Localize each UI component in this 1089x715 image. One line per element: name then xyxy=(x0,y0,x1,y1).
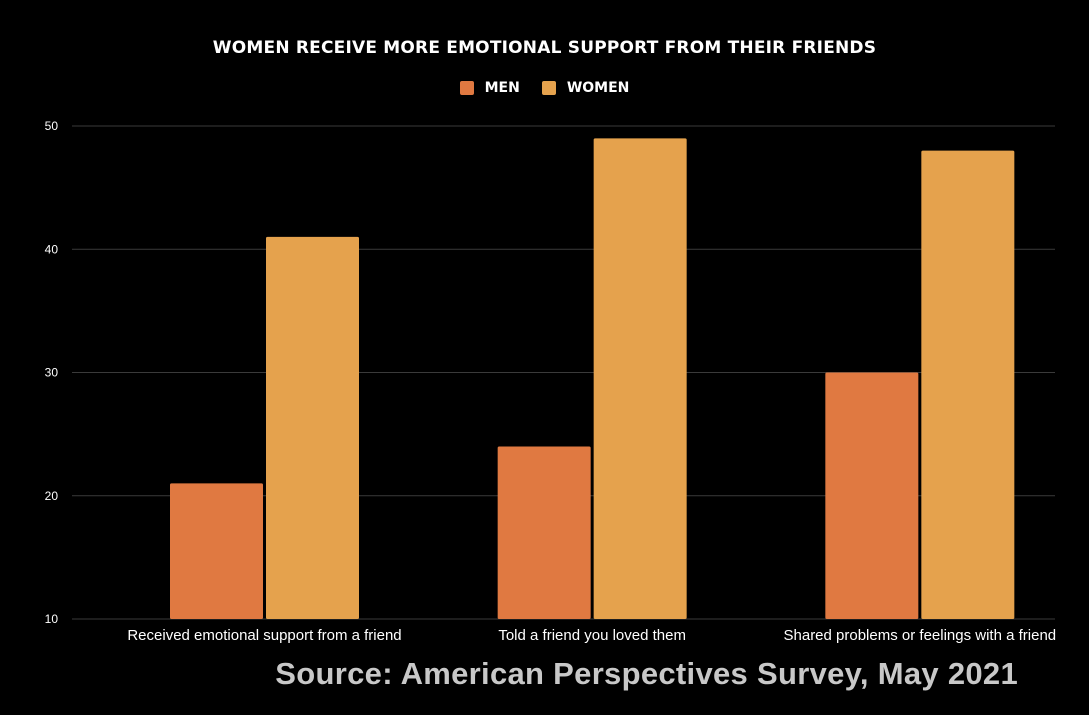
legend: MEN WOMEN xyxy=(0,80,1089,96)
y-tick-label: 10 xyxy=(45,612,59,626)
legend-swatch-women xyxy=(541,81,556,95)
y-tick-label: 40 xyxy=(45,242,59,256)
chart-title: WOMEN RECEIVE MORE EMOTIONAL SUPPORT FRO… xyxy=(212,38,877,58)
y-tick-label: 20 xyxy=(45,489,59,503)
legend-label-men: MEN xyxy=(484,80,520,96)
bar-men-2 xyxy=(825,372,919,619)
x-tick-label: Told a friend you loved them xyxy=(498,627,686,644)
legend-item-men[interactable]: MEN xyxy=(459,80,520,96)
bar-men-1 xyxy=(497,446,591,619)
y-tick-label: 50 xyxy=(45,119,59,133)
x-tick-label: Shared problems or feelings with a frien… xyxy=(784,627,1057,644)
x-tick-label: Received emotional support from a friend xyxy=(127,627,401,644)
bar-women-0 xyxy=(266,236,359,620)
bar-women-2 xyxy=(921,150,1015,619)
bar-men-0 xyxy=(170,483,263,619)
legend-item-women[interactable]: WOMEN xyxy=(541,80,630,96)
y-tick-label: 30 xyxy=(45,366,59,380)
bar-women-1 xyxy=(593,138,687,619)
legend-label-women: WOMEN xyxy=(566,80,630,96)
legend-swatch-men xyxy=(459,81,474,95)
source-note: Source: American Perspectives Survey, Ma… xyxy=(275,656,1018,691)
